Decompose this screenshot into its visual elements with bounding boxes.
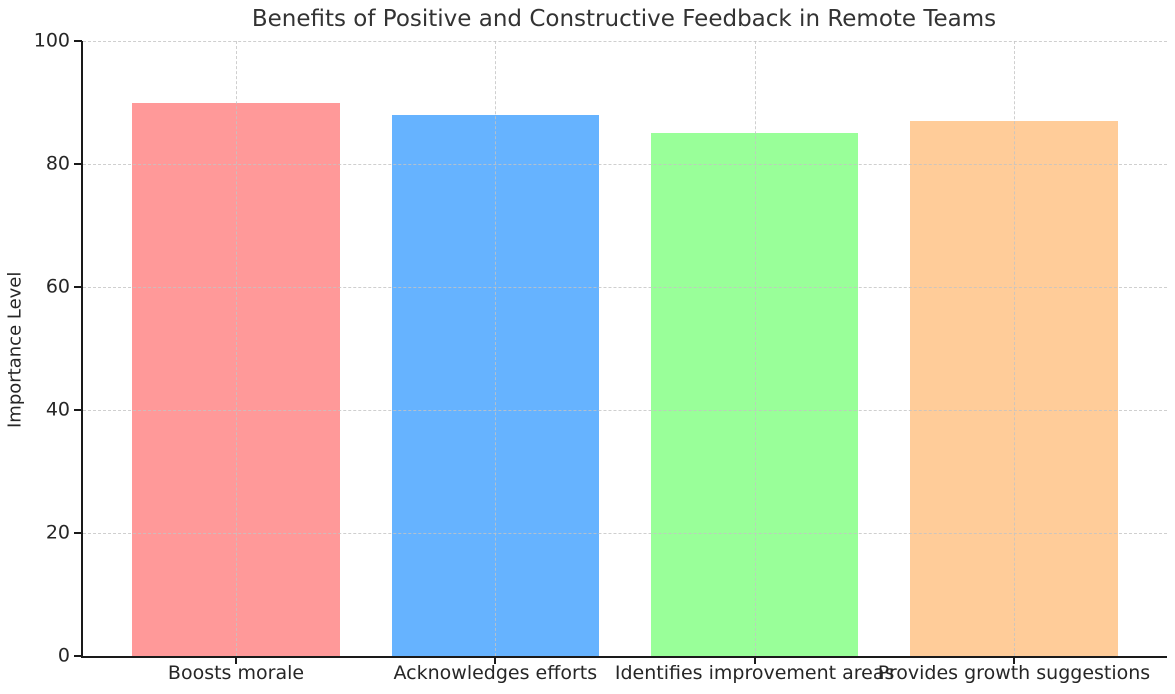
- bar-0: [132, 102, 340, 656]
- x-gridline-0: [236, 41, 237, 656]
- y-gridline-2: [83, 410, 1167, 411]
- chart-title: Benefits of Positive and Constructive Fe…: [251, 6, 997, 32]
- x-tick-3: [1012, 656, 1015, 664]
- y-gridline-5: [83, 41, 1167, 42]
- bar-3: [910, 120, 1118, 656]
- y-tick-label-3: 60: [45, 275, 70, 298]
- y-tick-4: [74, 163, 82, 165]
- bar-2: [650, 133, 859, 656]
- y-tick-5: [74, 40, 82, 42]
- y-axis-label: Importance Level: [4, 271, 26, 428]
- bar-1: [391, 114, 600, 656]
- x-gridline-3: [1013, 41, 1015, 656]
- y-gridline-3: [83, 287, 1167, 288]
- y-gridline-4: [83, 164, 1167, 165]
- x-tick-0: [235, 656, 237, 664]
- x-gridline-2: [754, 41, 756, 656]
- x-tick-2: [753, 656, 756, 664]
- plot-area: Boosts morale Acknowledges efforts Identif…: [34, 31, 1167, 684]
- y-tick-label-1: 20: [45, 521, 70, 544]
- y-tick-label-0: 0: [57, 644, 70, 667]
- x-gridline-1: [495, 41, 497, 656]
- x-tick-label-3: Provides growth suggestions: [877, 662, 1151, 684]
- y-tick-3: [74, 286, 82, 288]
- x-tick-1: [494, 656, 497, 664]
- x-tick-label-0: Boosts morale: [167, 662, 305, 684]
- y-tick-2: [74, 409, 82, 411]
- x-tick-label-1: Acknowledges efforts: [393, 662, 598, 684]
- y-tick-label-4: 80: [45, 152, 70, 175]
- y-gridline-1: [83, 533, 1167, 534]
- y-tick-label-5: 100: [33, 29, 70, 52]
- y-tick-1: [74, 532, 82, 534]
- y-tick-0: [74, 655, 82, 657]
- x-tick-label-2: Identifies improvement areas: [614, 662, 895, 684]
- y-tick-label-2: 40: [45, 398, 70, 421]
